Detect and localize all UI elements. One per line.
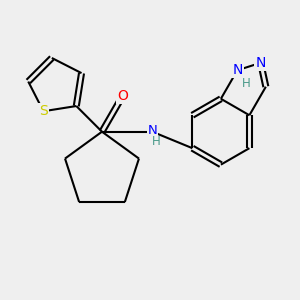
Text: S: S xyxy=(39,104,48,118)
Text: O: O xyxy=(117,89,128,103)
Text: H: H xyxy=(152,135,160,148)
Text: N: N xyxy=(232,63,242,77)
Text: N: N xyxy=(256,56,266,70)
Text: N: N xyxy=(147,124,157,137)
Text: H: H xyxy=(242,76,251,90)
